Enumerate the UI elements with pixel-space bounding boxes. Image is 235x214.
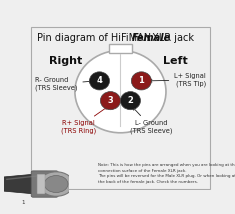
- Circle shape: [131, 72, 151, 90]
- Text: 1: 1: [138, 76, 144, 85]
- Circle shape: [75, 51, 166, 133]
- Text: XLR jack: XLR jack: [149, 33, 194, 43]
- Text: 3: 3: [108, 96, 113, 105]
- Polygon shape: [4, 174, 40, 194]
- Text: L+ Signal
(TRS Tip): L+ Signal (TRS Tip): [149, 73, 206, 87]
- Text: Note: This is how the pins are arranged when you are looking at the
connection s: Note: This is how the pins are arranged …: [98, 163, 235, 184]
- Text: Pin diagram of HiFiMAN: Pin diagram of HiFiMAN: [37, 33, 154, 43]
- Bar: [109, 44, 132, 53]
- Text: R- Ground
(TRS Sleeve): R- Ground (TRS Sleeve): [35, 77, 92, 91]
- Text: Left: Left: [163, 56, 188, 66]
- Text: 4: 4: [97, 76, 102, 85]
- Circle shape: [44, 175, 68, 193]
- Circle shape: [39, 172, 73, 196]
- Text: L- Ground
(TRS Sleeve): L- Ground (TRS Sleeve): [130, 107, 173, 134]
- FancyBboxPatch shape: [31, 171, 58, 197]
- Circle shape: [100, 92, 120, 110]
- Circle shape: [90, 72, 110, 90]
- Text: Female: Female: [132, 33, 172, 43]
- Text: 2: 2: [128, 96, 133, 105]
- FancyBboxPatch shape: [37, 174, 45, 194]
- Text: 1: 1: [22, 200, 25, 205]
- Text: R+ Signal
(TRS Ring): R+ Signal (TRS Ring): [61, 107, 107, 134]
- Circle shape: [121, 92, 141, 110]
- Text: Right: Right: [49, 56, 82, 66]
